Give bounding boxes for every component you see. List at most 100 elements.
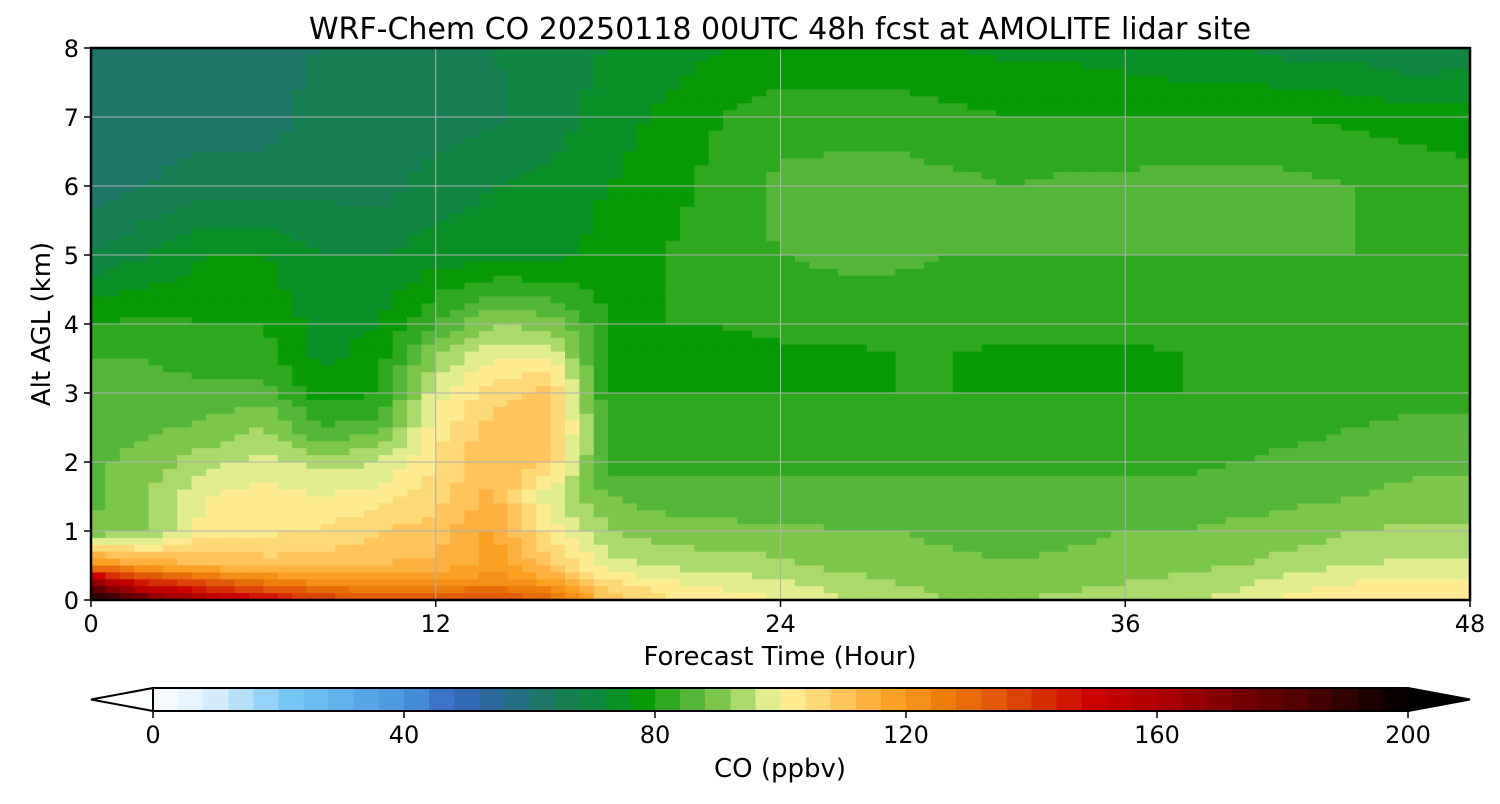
heatmap-cell bbox=[1455, 48, 1470, 56]
heatmap-cell bbox=[794, 172, 810, 180]
heatmap-cell bbox=[1053, 61, 1069, 70]
heatmap-cell bbox=[306, 393, 322, 401]
heatmap-cell bbox=[407, 317, 422, 325]
heatmap-cell bbox=[565, 130, 580, 139]
heatmap-cell bbox=[1225, 324, 1241, 332]
heatmap-cell bbox=[162, 337, 178, 346]
heatmap-cell bbox=[1211, 379, 1227, 387]
heatmap-cell bbox=[1383, 365, 1399, 373]
heatmap-cell bbox=[191, 337, 207, 346]
heatmap-cell bbox=[1168, 137, 1184, 146]
heatmap-cell bbox=[134, 261, 150, 270]
heatmap-cell bbox=[866, 324, 882, 332]
heatmap-cell bbox=[708, 54, 724, 63]
heatmap-cell bbox=[1139, 151, 1155, 159]
heatmap-cell bbox=[967, 372, 983, 380]
heatmap-cell bbox=[1455, 206, 1470, 215]
heatmap-cell bbox=[565, 255, 580, 263]
heatmap-cell bbox=[751, 96, 767, 104]
heatmap-cell bbox=[1082, 268, 1098, 277]
heatmap-cell bbox=[636, 130, 652, 139]
heatmap-cell bbox=[751, 179, 767, 187]
heatmap-cell bbox=[665, 151, 681, 159]
heatmap-cell bbox=[177, 165, 193, 173]
heatmap-cell bbox=[220, 303, 236, 311]
heatmap-cell bbox=[392, 296, 408, 304]
heatmap-cell bbox=[694, 386, 710, 394]
heatmap-cell bbox=[866, 365, 882, 373]
heatmap-cell bbox=[708, 220, 724, 228]
heatmap-cell bbox=[981, 89, 997, 97]
heatmap-cell bbox=[91, 372, 106, 380]
heatmap-cell bbox=[1039, 192, 1055, 201]
heatmap-cell bbox=[234, 199, 250, 208]
heatmap-cell bbox=[1426, 103, 1442, 111]
heatmap-cell bbox=[565, 48, 580, 56]
heatmap-cell bbox=[478, 96, 494, 104]
heatmap-cell bbox=[349, 165, 365, 173]
heatmap-cell bbox=[1455, 179, 1470, 187]
heatmap-cell bbox=[995, 130, 1011, 139]
heatmap-cell bbox=[464, 144, 480, 153]
heatmap-cell bbox=[407, 399, 422, 408]
heatmap-cell bbox=[134, 386, 150, 394]
heatmap-cell bbox=[679, 268, 695, 277]
heatmap-cell bbox=[435, 89, 451, 97]
heatmap-cell bbox=[679, 261, 695, 270]
heatmap-cell bbox=[1067, 310, 1083, 318]
heatmap-cell bbox=[1082, 61, 1098, 70]
heatmap-cell bbox=[622, 82, 638, 90]
heatmap-cell bbox=[1455, 344, 1470, 353]
heatmap-cell bbox=[737, 75, 753, 84]
heatmap-cell bbox=[1082, 179, 1098, 187]
heatmap-cell bbox=[119, 123, 135, 132]
heatmap-cell bbox=[407, 365, 422, 373]
heatmap-cell bbox=[1311, 117, 1327, 125]
heatmap-cell bbox=[737, 192, 753, 201]
heatmap-cell bbox=[636, 337, 652, 346]
heatmap-cell bbox=[277, 117, 293, 125]
heatmap-cell bbox=[1383, 261, 1399, 270]
heatmap-cell bbox=[464, 130, 480, 139]
heatmap-cell bbox=[249, 213, 264, 222]
heatmap-cell bbox=[119, 48, 135, 56]
heatmap-cell bbox=[1412, 386, 1428, 394]
heatmap-cell bbox=[320, 213, 336, 222]
heatmap-cell bbox=[450, 144, 466, 153]
heatmap-cell bbox=[665, 199, 681, 208]
heatmap-cell bbox=[91, 82, 106, 90]
heatmap-cell bbox=[1441, 289, 1457, 297]
heatmap-cell bbox=[277, 365, 293, 373]
heatmap-cell bbox=[1082, 75, 1098, 84]
heatmap-cell bbox=[852, 179, 868, 187]
heatmap-cell bbox=[134, 310, 150, 318]
heatmap-cell bbox=[794, 241, 810, 249]
heatmap-cell bbox=[1010, 144, 1026, 153]
heatmap-cell bbox=[119, 130, 135, 139]
heatmap-cell bbox=[177, 282, 193, 291]
heatmap-cell bbox=[263, 268, 279, 277]
heatmap-cell bbox=[234, 144, 250, 153]
heatmap-cell bbox=[521, 344, 537, 353]
heatmap-cell bbox=[981, 275, 997, 284]
heatmap-cell bbox=[277, 75, 293, 84]
heatmap-cell bbox=[852, 358, 868, 366]
heatmap-cell bbox=[493, 372, 509, 380]
heatmap-cell bbox=[952, 386, 968, 394]
heatmap-cell bbox=[895, 310, 911, 318]
heatmap-cell bbox=[565, 399, 580, 408]
heatmap-cell bbox=[220, 165, 236, 173]
heatmap-cell bbox=[1153, 68, 1169, 77]
heatmap-cell bbox=[249, 351, 264, 360]
heatmap-cell bbox=[1326, 61, 1342, 70]
heatmap-cell bbox=[1039, 282, 1055, 291]
heatmap-cell bbox=[550, 213, 566, 222]
heatmap-cell bbox=[378, 61, 394, 70]
heatmap-cell bbox=[1168, 199, 1184, 208]
heatmap-cell bbox=[378, 310, 394, 318]
heatmap-cell bbox=[579, 399, 595, 408]
heatmap-cell bbox=[1096, 227, 1112, 235]
heatmap-cell bbox=[565, 54, 580, 63]
heatmap-cell bbox=[1369, 137, 1385, 146]
heatmap-cell bbox=[1268, 330, 1284, 339]
